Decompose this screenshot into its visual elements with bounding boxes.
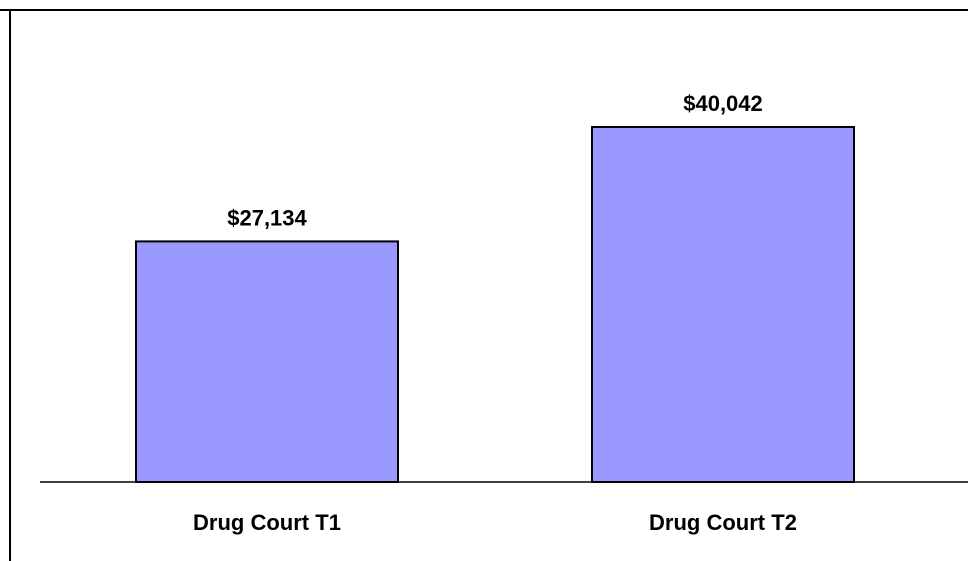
bars-layer [135, 126, 855, 483]
data-label-1: $27,134 [227, 205, 307, 230]
bar-2 [591, 126, 855, 483]
data-labels-layer: $27,134 $40,042 [227, 91, 763, 230]
data-label-2: $40,042 [683, 91, 763, 116]
category-labels-layer: Drug Court T1 Drug Court T2 [193, 510, 797, 535]
bar-1 [135, 240, 399, 483]
category-label-2: Drug Court T2 [649, 510, 797, 535]
category-label-1: Drug Court T1 [193, 510, 341, 535]
